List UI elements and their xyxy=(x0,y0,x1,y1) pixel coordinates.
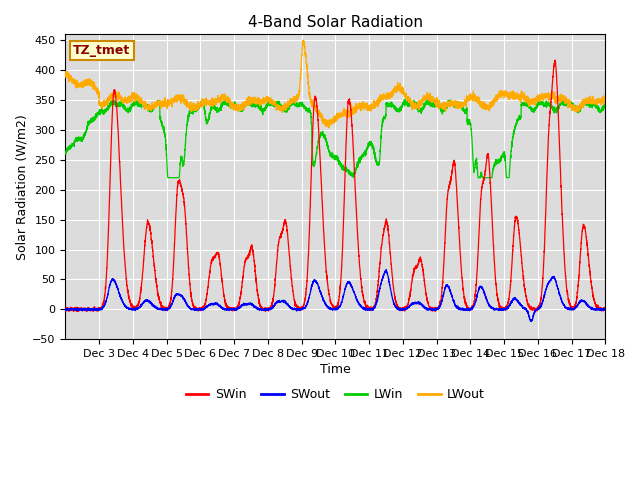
Legend: SWin, SWout, LWin, LWout: SWin, SWout, LWin, LWout xyxy=(181,384,490,407)
Title: 4-Band Solar Radiation: 4-Band Solar Radiation xyxy=(248,15,423,30)
Text: TZ_tmet: TZ_tmet xyxy=(74,44,131,57)
X-axis label: Time: Time xyxy=(320,363,351,376)
Y-axis label: Solar Radiation (W/m2): Solar Radiation (W/m2) xyxy=(15,114,28,260)
